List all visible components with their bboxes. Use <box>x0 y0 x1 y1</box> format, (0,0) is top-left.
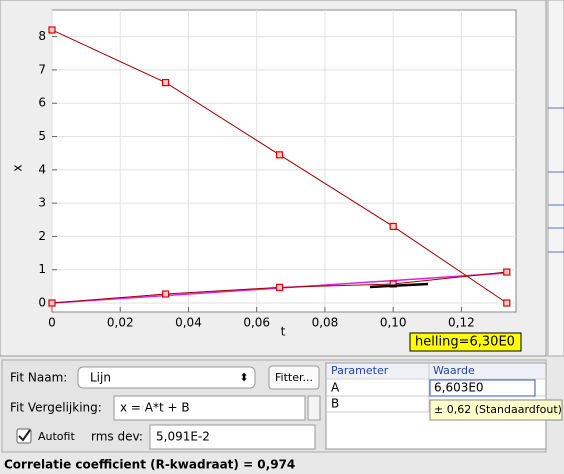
plot-layer <box>48 10 516 312</box>
data-point <box>503 299 511 307</box>
status-text: Correlatie coefficient (R-kwadraat) = 0,… <box>4 458 295 472</box>
data-point <box>48 26 56 34</box>
y-tick-label: 2 <box>38 229 46 243</box>
fitter-button[interactable] <box>268 365 320 390</box>
rms-input <box>149 424 316 450</box>
y-tick-label: 4 <box>38 162 46 176</box>
y-axis-label: x <box>11 164 25 171</box>
x-tick-label: 0,10 <box>380 316 407 330</box>
data-point <box>389 222 397 231</box>
data-point <box>275 151 284 159</box>
rms-label: rms dev: <box>91 430 143 444</box>
equation-value: x = A*t + B <box>120 401 190 415</box>
fit-name-value: Lijn <box>90 371 111 385</box>
x-tick-label: 0,06 <box>243 316 270 330</box>
y-tick-label: 6 <box>38 96 46 110</box>
data-point <box>275 283 284 291</box>
y-tick-label: 8 <box>38 29 46 43</box>
status-bar <box>0 455 564 474</box>
table-cell: A <box>331 381 340 395</box>
y-tick-label: 3 <box>38 196 46 210</box>
x-tick-label: 0,08 <box>312 316 339 330</box>
fit-name-select[interactable] <box>77 366 256 389</box>
y-tick-label: 7 <box>38 62 46 76</box>
autofit-label: Autofit <box>38 430 75 443</box>
fitter-button-label: Fitter... <box>275 371 313 384</box>
equation-label: Fit Vergelijking: <box>10 401 102 415</box>
data-point <box>48 299 56 307</box>
table-header-cell: Parameter <box>331 364 389 377</box>
annotation: helling=6,30E0 <box>415 335 515 350</box>
data-point <box>162 290 170 298</box>
side-panel <box>547 0 564 357</box>
table-header <box>327 364 545 378</box>
equation-input[interactable] <box>113 395 306 421</box>
x-tick-label: 0,02 <box>107 316 134 330</box>
table-cell: B <box>331 397 339 411</box>
y-tick-label: 5 <box>38 129 46 143</box>
x-tick-label: 0,12 <box>448 316 475 330</box>
equation-button[interactable] <box>307 395 321 421</box>
x-axis-label: t <box>281 325 286 339</box>
data-point <box>503 268 511 276</box>
check-mark <box>18 429 31 442</box>
select-arrows: ⬍ <box>239 371 248 384</box>
tooltip-text: ± 0,62 (Standaardfout) <box>434 403 562 416</box>
rms-value: 5,091E-2 <box>156 430 210 444</box>
tooltip <box>429 399 563 421</box>
x-tick-label: 0,04 <box>175 316 202 330</box>
fit-name-label: Fit Naam: <box>10 371 67 385</box>
table-header-cell: Waarde <box>433 364 475 377</box>
table-cell: 6,603E0 <box>434 381 484 395</box>
slope-indicator <box>369 282 429 289</box>
y-tick-label: 0 <box>38 296 46 310</box>
data-point <box>162 78 170 87</box>
x-tick-label: 0 <box>48 316 56 330</box>
y-tick-label: 1 <box>38 262 46 276</box>
selected-cell[interactable] <box>429 379 536 397</box>
annotation-box <box>409 332 522 352</box>
plot-area <box>51 9 517 313</box>
